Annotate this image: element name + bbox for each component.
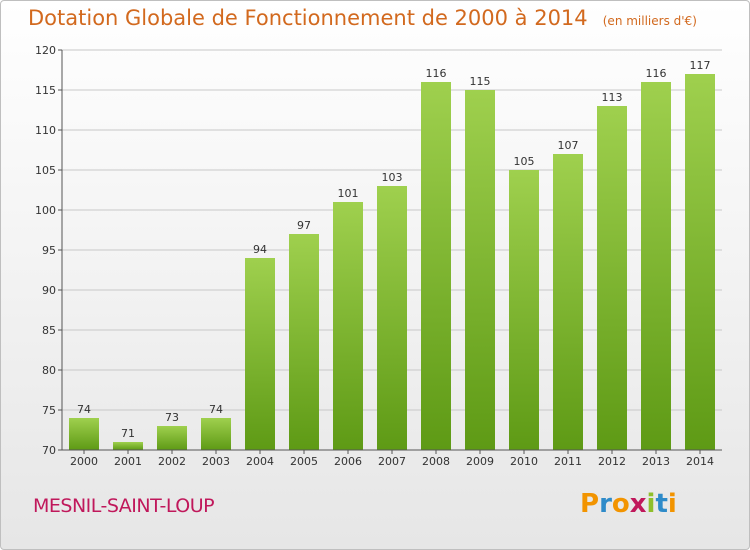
- chart-title-block: Dotation Globale de Fonctionnement de 20…: [28, 6, 697, 30]
- bar-2011: [553, 154, 583, 450]
- x-tick-label-2011: 2011: [554, 455, 582, 468]
- y-tick-label: 120: [35, 44, 56, 57]
- bar-2009: [465, 90, 495, 450]
- bar-2008: [421, 82, 451, 450]
- y-tick-label: 70: [42, 444, 56, 457]
- data-label-2010: 105: [514, 155, 535, 168]
- bar-2002: [157, 426, 187, 450]
- x-tick-label-2008: 2008: [422, 455, 450, 468]
- data-label-2000: 74: [77, 403, 91, 416]
- bar-2001: [113, 442, 143, 450]
- y-tick-label: 85: [42, 324, 56, 337]
- y-tick-label: 100: [35, 204, 56, 217]
- bar-2014: [685, 74, 715, 450]
- x-tick-label-2004: 2004: [246, 455, 274, 468]
- bar-2007: [377, 186, 407, 450]
- y-tick-label: 75: [42, 404, 56, 417]
- bar-2005: [289, 234, 319, 450]
- data-label-2007: 103: [382, 171, 403, 184]
- bar-2012: [597, 106, 627, 450]
- bar-2000: [69, 418, 99, 450]
- bar-2010: [509, 170, 539, 450]
- data-label-2002: 73: [165, 411, 179, 424]
- logo-letter: o: [611, 489, 630, 519]
- logo-letter: t: [655, 489, 668, 519]
- y-tick-label: 80: [42, 364, 56, 377]
- x-tick-label-2014: 2014: [686, 455, 714, 468]
- proxiti-logo: Proxiti: [580, 489, 677, 519]
- y-tick-label: 95: [42, 244, 56, 257]
- x-tick-label-2000: 2000: [70, 455, 98, 468]
- x-tick-label-2013: 2013: [642, 455, 670, 468]
- data-label-2005: 97: [297, 219, 311, 232]
- bar-2004: [245, 258, 275, 450]
- data-label-2008: 116: [426, 67, 447, 80]
- data-label-2004: 94: [253, 243, 267, 256]
- x-tick-label-2009: 2009: [466, 455, 494, 468]
- y-tick-label: 105: [35, 164, 56, 177]
- data-label-2012: 113: [602, 91, 623, 104]
- x-tick-label-2007: 2007: [378, 455, 406, 468]
- data-label-2009: 115: [470, 75, 491, 88]
- x-tick-label-2001: 2001: [114, 455, 142, 468]
- logo-letter: i: [646, 489, 656, 519]
- chart-title: Dotation Globale de Fonctionnement de 20…: [28, 6, 588, 30]
- commune-name: MESNIL-SAINT-LOUP: [33, 495, 215, 517]
- x-tick-label-2012: 2012: [598, 455, 626, 468]
- logo-letter: x: [629, 489, 647, 519]
- x-tick-label-2006: 2006: [334, 455, 362, 468]
- x-tick-label-2010: 2010: [510, 455, 538, 468]
- data-label-2001: 71: [121, 427, 135, 440]
- bar-2013: [641, 82, 671, 450]
- logo-letter: i: [667, 489, 677, 519]
- y-tick-label: 115: [35, 84, 56, 97]
- y-tick-label: 110: [35, 124, 56, 137]
- data-label-2013: 116: [646, 67, 667, 80]
- data-label-2003: 74: [209, 403, 223, 416]
- x-tick-label-2002: 2002: [158, 455, 186, 468]
- chart-subtitle: (en milliers d'€): [602, 14, 697, 28]
- data-label-2006: 101: [338, 187, 359, 200]
- x-tick-label-2003: 2003: [202, 455, 230, 468]
- data-label-2014: 117: [690, 59, 711, 72]
- logo-letter: P: [580, 489, 600, 519]
- bar-2006: [333, 202, 363, 450]
- y-tick-label: 90: [42, 284, 56, 297]
- bar-2003: [201, 418, 231, 450]
- data-label-2011: 107: [558, 139, 579, 152]
- x-tick-label-2005: 2005: [290, 455, 318, 468]
- logo-letter: r: [599, 489, 612, 519]
